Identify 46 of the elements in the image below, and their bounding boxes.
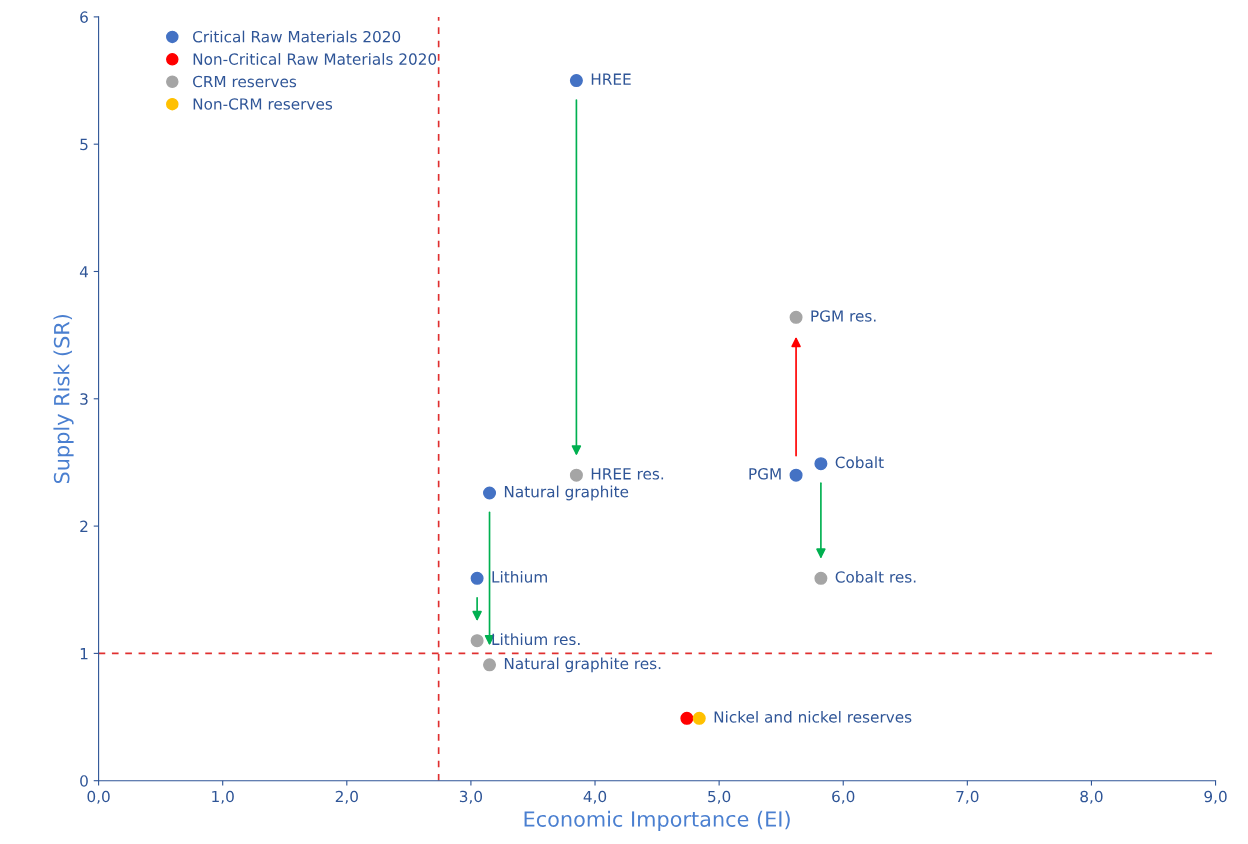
- annotation: HREE res.: [591, 468, 664, 480]
- point: [789, 468, 803, 482]
- point: [470, 571, 484, 585]
- annotation: HREE: [591, 73, 631, 85]
- y-tick-label: 3: [80, 393, 88, 405]
- annotation: PGM: [749, 468, 781, 480]
- x-tick-label: 4,0: [583, 790, 607, 804]
- y-tick-label: 2: [80, 520, 88, 532]
- point: [692, 711, 706, 725]
- point: [814, 571, 828, 585]
- point: [789, 310, 803, 324]
- annotation: Natural graphite: [504, 485, 629, 501]
- legend-label: Non-CRM reserves: [193, 98, 333, 110]
- x-tick-label: 5,0: [708, 790, 731, 804]
- x-tick-label: 6,0: [832, 790, 855, 804]
- y-tick-label: 5: [80, 138, 88, 151]
- y-tick-label: 0: [80, 775, 88, 787]
- x-tick-label: 7,0: [956, 790, 979, 804]
- x-tick-label: 0,0: [87, 790, 110, 804]
- point: [569, 74, 583, 88]
- x-tick-label: 9,0: [1204, 790, 1227, 804]
- x-tick-label: 8,0: [1080, 790, 1103, 804]
- point: [569, 468, 583, 482]
- y-tick-label: 1: [80, 648, 88, 660]
- x-tick-label: 1,0: [212, 790, 234, 804]
- annotation: Lithium res.: [492, 633, 580, 646]
- point: [680, 711, 694, 725]
- annotation: Nickel and nickel reserves: [714, 710, 912, 723]
- y-tick-label: 6: [80, 11, 88, 23]
- point: [483, 658, 497, 672]
- point: [814, 457, 828, 471]
- x-tick-label: 3,0: [459, 790, 483, 804]
- annotation: PGM res.: [811, 310, 876, 322]
- legend-label: CRM reserves: [193, 75, 297, 88]
- legend-label: Non-Critical Raw Materials 2020: [193, 53, 437, 65]
- point: [470, 634, 484, 648]
- y-axis-title: Supply Risk (SR): [53, 314, 74, 484]
- annotation: Cobalt res.: [835, 570, 916, 583]
- point: [483, 486, 497, 500]
- annotation: Lithium: [492, 570, 547, 583]
- annotation: Cobalt: [835, 456, 884, 469]
- annotation: Natural graphite res.: [504, 657, 661, 673]
- x-axis-title: Economic Importance (EI): [524, 810, 790, 831]
- y-tick-label: 4: [79, 266, 89, 278]
- x-tick-label: 2,0: [335, 790, 358, 804]
- legend-label: Critical Raw Materials 2020: [193, 30, 401, 43]
